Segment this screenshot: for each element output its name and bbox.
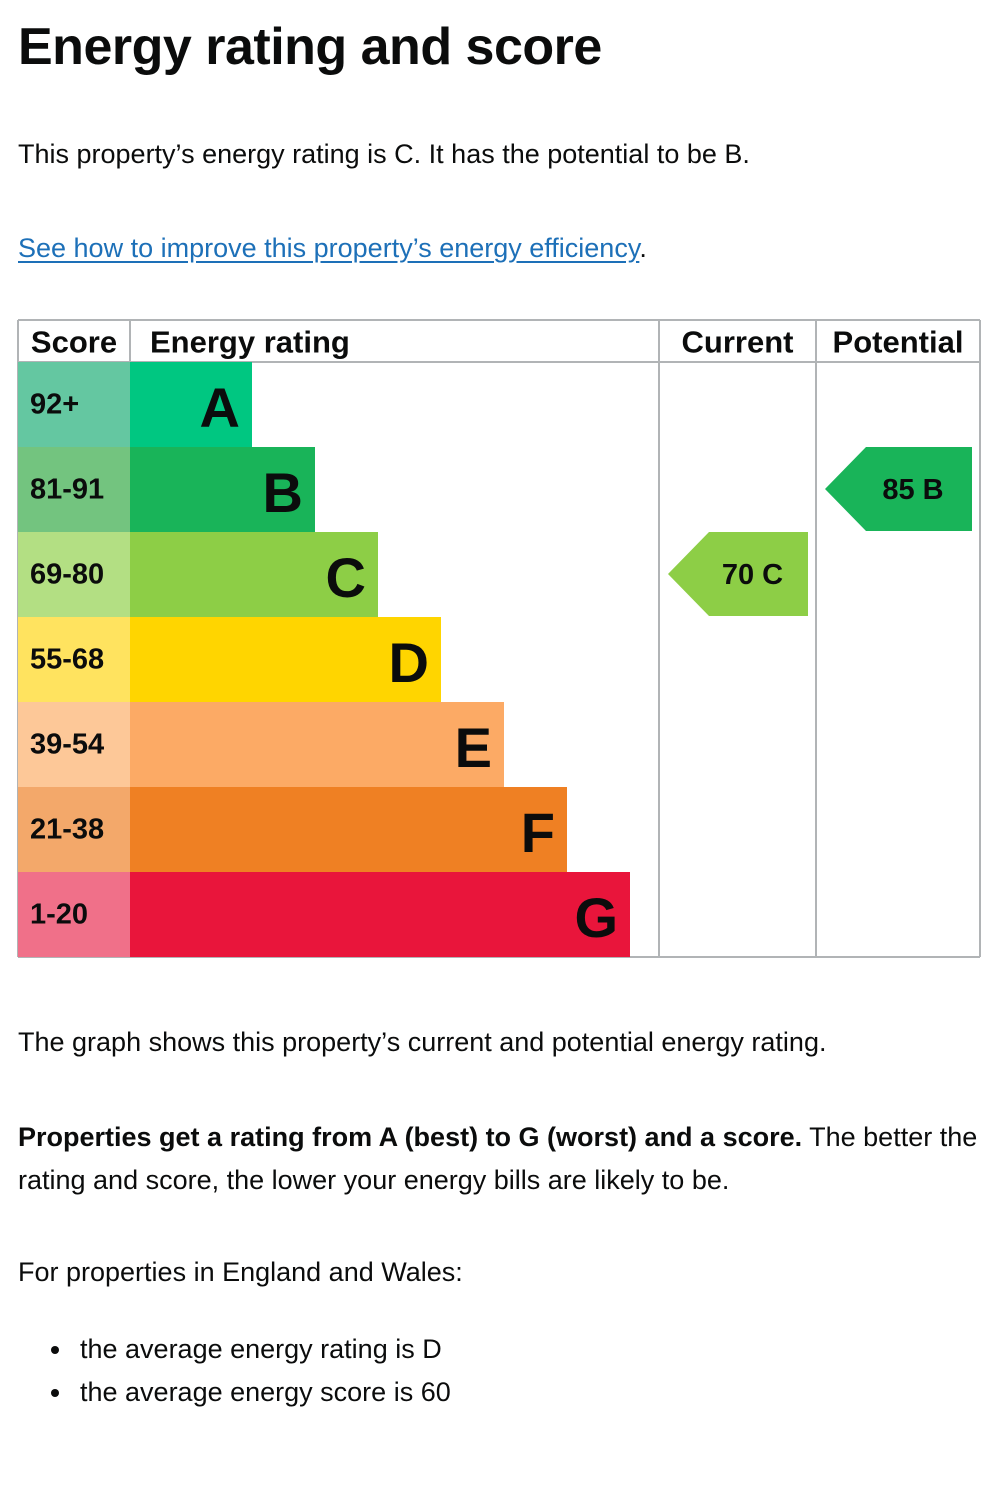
band-range-cell-a xyxy=(18,362,130,447)
band-range-d: 55-68 xyxy=(30,644,104,676)
band-letter-b: B xyxy=(263,461,303,524)
band-range-e: 39-54 xyxy=(30,729,104,761)
ratings-explanation-bold: Properties get a rating from A (best) to… xyxy=(18,1122,803,1152)
ratings-explanation-rest: The better the rating and score, the low… xyxy=(18,1122,978,1195)
improve-energy-efficiency-link[interactable]: See how to improve this property’s energ… xyxy=(18,233,640,263)
band-bar-a xyxy=(130,362,252,447)
current-rating-arrow xyxy=(668,532,808,616)
average-rating-item: the average energy rating is D xyxy=(18,1328,451,1371)
improve-link-line: See how to improve this property’s energ… xyxy=(18,228,647,268)
band-range-cell-b xyxy=(18,447,130,532)
improve-link-period: . xyxy=(639,233,647,263)
potential-rating-arrow xyxy=(825,447,972,531)
header-energy-rating: Energy rating xyxy=(150,325,350,360)
band-range-g: 1-20 xyxy=(30,899,88,931)
band-letter-a: A xyxy=(200,376,240,439)
graph-caption: The graph shows this property’s current … xyxy=(18,1027,827,1057)
band-range-cell-g xyxy=(18,872,130,957)
band-bar-e xyxy=(130,702,504,787)
band-bar-f xyxy=(130,787,567,872)
rating-summary: This property’s energy rating is C. It h… xyxy=(18,139,750,169)
band-range-c: 69-80 xyxy=(30,559,104,591)
regions-intro: For properties in England and Wales: xyxy=(18,1257,463,1287)
band-range-cell-d xyxy=(18,617,130,702)
energy-rating-chart: Score Energy rating Current Potential 92+ A 81… xyxy=(17,319,981,958)
band-bar-g xyxy=(130,872,630,957)
band-bar-c xyxy=(130,532,378,617)
potential-rating-label: 85 B xyxy=(882,474,943,506)
band-range-cell-f xyxy=(18,787,130,872)
current-rating-label: 70 C xyxy=(722,559,783,591)
band-range-f: 21-38 xyxy=(30,814,104,846)
page-title: Energy rating and score xyxy=(18,18,602,76)
band-bar-b xyxy=(130,447,315,532)
average-score-item: the average energy score is 60 xyxy=(18,1371,451,1414)
band-letter-e: E xyxy=(455,716,492,779)
band-range-cell-c xyxy=(18,532,130,617)
band-letter-d: D xyxy=(389,631,429,694)
band-letter-c: C xyxy=(326,546,366,609)
band-range-a: 92+ xyxy=(30,389,79,421)
header-potential: Potential xyxy=(833,325,964,360)
band-range-cell-e xyxy=(18,702,130,787)
ratings-explanation: Properties get a rating from A (best) to… xyxy=(18,1116,983,1202)
band-letter-f: F xyxy=(521,801,555,864)
band-bar-d xyxy=(130,617,441,702)
header-score: Score xyxy=(31,325,117,360)
header-current: Current xyxy=(682,325,794,360)
band-letter-g: G xyxy=(574,886,618,949)
band-range-b: 81-91 xyxy=(30,474,104,506)
averages-list: the average energy rating is D the avera… xyxy=(18,1328,451,1414)
